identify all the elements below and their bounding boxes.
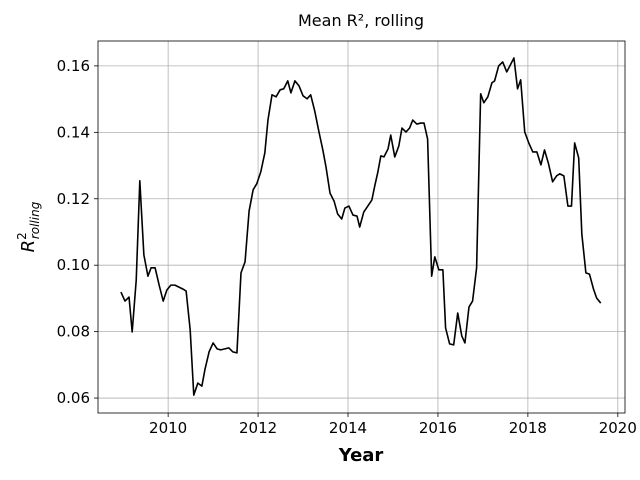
x-tick-label: 2010 — [149, 419, 187, 437]
x-tick-label: 2012 — [239, 419, 277, 437]
x-tick-label: 2020 — [599, 419, 637, 437]
x-tick-label: 2016 — [419, 419, 457, 437]
y-tick-label: 0.10 — [57, 256, 90, 274]
y-tick-label: 0.08 — [57, 323, 90, 341]
y-axis-label: R2rolling — [15, 201, 42, 252]
x-tick-label: 2014 — [329, 419, 367, 437]
x-tick-label: 2018 — [509, 419, 547, 437]
y-label-subscript: rolling — [28, 201, 42, 239]
y-tick-label: 0.14 — [57, 123, 90, 141]
y-tick-label: 0.16 — [57, 57, 90, 75]
y-label-superscript: 2 — [15, 232, 29, 240]
y-label-symbol: R — [18, 240, 39, 253]
x-axis-label: Year — [338, 445, 384, 466]
plot-frame — [97, 40, 626, 414]
data-line — [120, 57, 602, 396]
y-tick-label: 0.06 — [57, 389, 90, 407]
y-tick-label: 0.12 — [57, 190, 90, 208]
chart-title: Mean R², rolling — [298, 11, 424, 30]
